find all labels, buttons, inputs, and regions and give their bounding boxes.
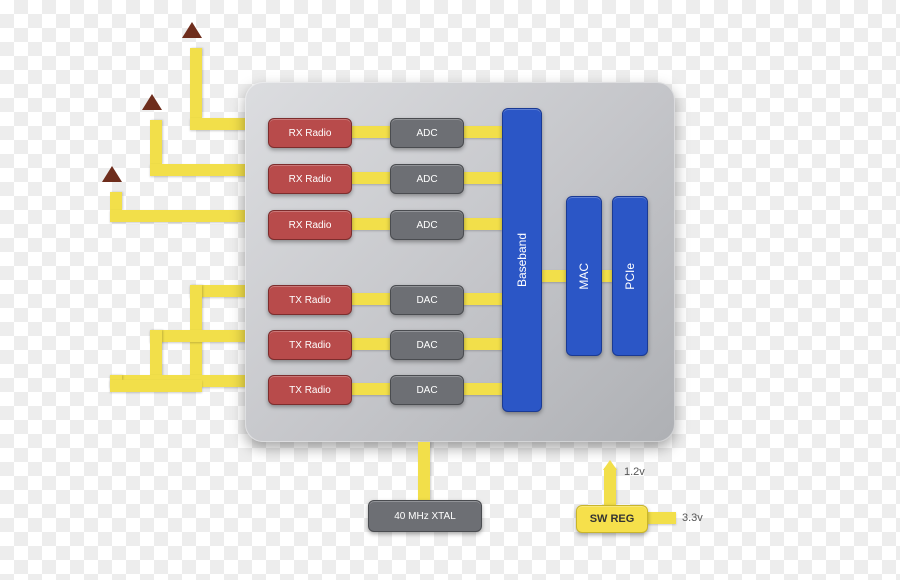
- bus-rx1-radio-conv: [350, 172, 390, 184]
- antenna-1: [142, 94, 162, 110]
- bus-tx1-radio-conv: [350, 338, 390, 350]
- antenna-trace-v-2: [110, 192, 122, 210]
- tx-trace-v-1: [150, 330, 162, 380]
- rx-radio-1: RX Radio: [268, 164, 352, 194]
- antenna-trace-v-1: [150, 120, 162, 164]
- rx-radio-0: RX Radio: [268, 118, 352, 148]
- swreg-trace-in: [646, 512, 676, 524]
- label-1v2: 1.2v: [624, 466, 645, 478]
- antenna-0: [182, 22, 202, 38]
- mac-block: MAC: [566, 196, 602, 356]
- tx-radio-1: TX Radio: [268, 330, 352, 360]
- tx-radio-2: TX Radio: [268, 375, 352, 405]
- swreg-arrow-up: [603, 460, 617, 470]
- swreg-trace-up: [604, 468, 616, 505]
- tx-conv-1: DAC: [390, 330, 464, 360]
- tx-trace-join: [110, 380, 202, 392]
- bus-rx0-radio-conv: [350, 126, 390, 138]
- tx-radio-0: TX Radio: [268, 285, 352, 315]
- bus-tx0-radio-conv: [350, 293, 390, 305]
- label-3v3: 3.3v: [682, 512, 703, 524]
- rx-radio-2: RX Radio: [268, 210, 352, 240]
- rx-conv-2: ADC: [390, 210, 464, 240]
- bus-rx2-radio-conv: [350, 218, 390, 230]
- tx-conv-2: DAC: [390, 375, 464, 405]
- xtal-trace: [418, 442, 430, 500]
- xtal-block: 40 MHz XTAL: [368, 500, 482, 532]
- bus-bb-mac: [540, 270, 566, 282]
- tx-conv-0: DAC: [390, 285, 464, 315]
- rx-conv-1: ADC: [390, 164, 464, 194]
- bus-rx2-conv-bb: [462, 218, 502, 230]
- baseband-block: Baseband: [502, 108, 542, 412]
- bus-tx0-conv-bb: [462, 293, 502, 305]
- bus-tx1-conv-bb: [462, 338, 502, 350]
- rx-conv-0: ADC: [390, 118, 464, 148]
- pcie-block: PCIe: [612, 196, 648, 356]
- bus-rx1-conv-bb: [462, 172, 502, 184]
- antenna-trace-v-0: [190, 48, 202, 118]
- antenna-2: [102, 166, 122, 182]
- bus-rx0-conv-bb: [462, 126, 502, 138]
- swreg-block: SW REG: [576, 505, 648, 533]
- bus-tx2-conv-bb: [462, 383, 502, 395]
- bus-tx2-radio-conv: [350, 383, 390, 395]
